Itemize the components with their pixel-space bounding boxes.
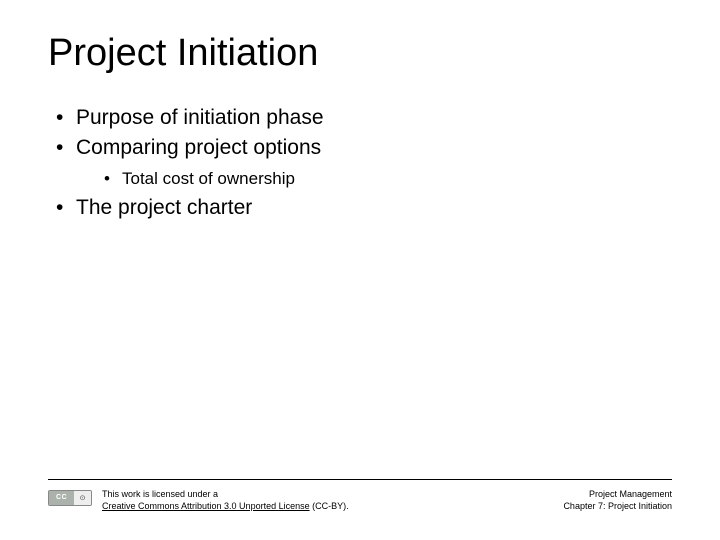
- slide: Project Initiation Purpose of initiation…: [0, 0, 720, 540]
- footer: CC ⊙ This work is licensed under a Creat…: [48, 479, 672, 512]
- bullet-item: The project charter: [56, 193, 672, 223]
- license-line1: This work is licensed under a: [102, 489, 218, 499]
- sub-bullet-list: Total cost of ownership: [76, 166, 672, 192]
- cc-badge-icon: CC ⊙: [48, 490, 92, 506]
- footer-right: Project Management Chapter 7: Project In…: [563, 488, 672, 512]
- bullet-list: Purpose of initiation phase Comparing pr…: [48, 103, 672, 224]
- license-suffix: (CC-BY).: [310, 501, 349, 511]
- sub-bullet-item: Total cost of ownership: [104, 166, 672, 192]
- slide-title: Project Initiation: [48, 32, 672, 75]
- bullet-text: Comparing project options: [76, 136, 321, 159]
- bullet-item: Purpose of initiation phase: [56, 103, 672, 133]
- cc-label: CC: [49, 491, 74, 505]
- bullet-item: Comparing project options Total cost of …: [56, 133, 672, 191]
- footer-row: CC ⊙ This work is licensed under a Creat…: [48, 488, 672, 512]
- footer-divider: [48, 479, 672, 480]
- cc-by-symbol: ⊙: [74, 491, 91, 505]
- footer-left: CC ⊙ This work is licensed under a Creat…: [48, 488, 349, 512]
- license-link[interactable]: Creative Commons Attribution 3.0 Unporte…: [102, 501, 310, 511]
- footer-course: Project Management: [589, 489, 672, 499]
- license-text: This work is licensed under a Creative C…: [102, 488, 349, 512]
- footer-chapter: Chapter 7: Project Initiation: [563, 501, 672, 511]
